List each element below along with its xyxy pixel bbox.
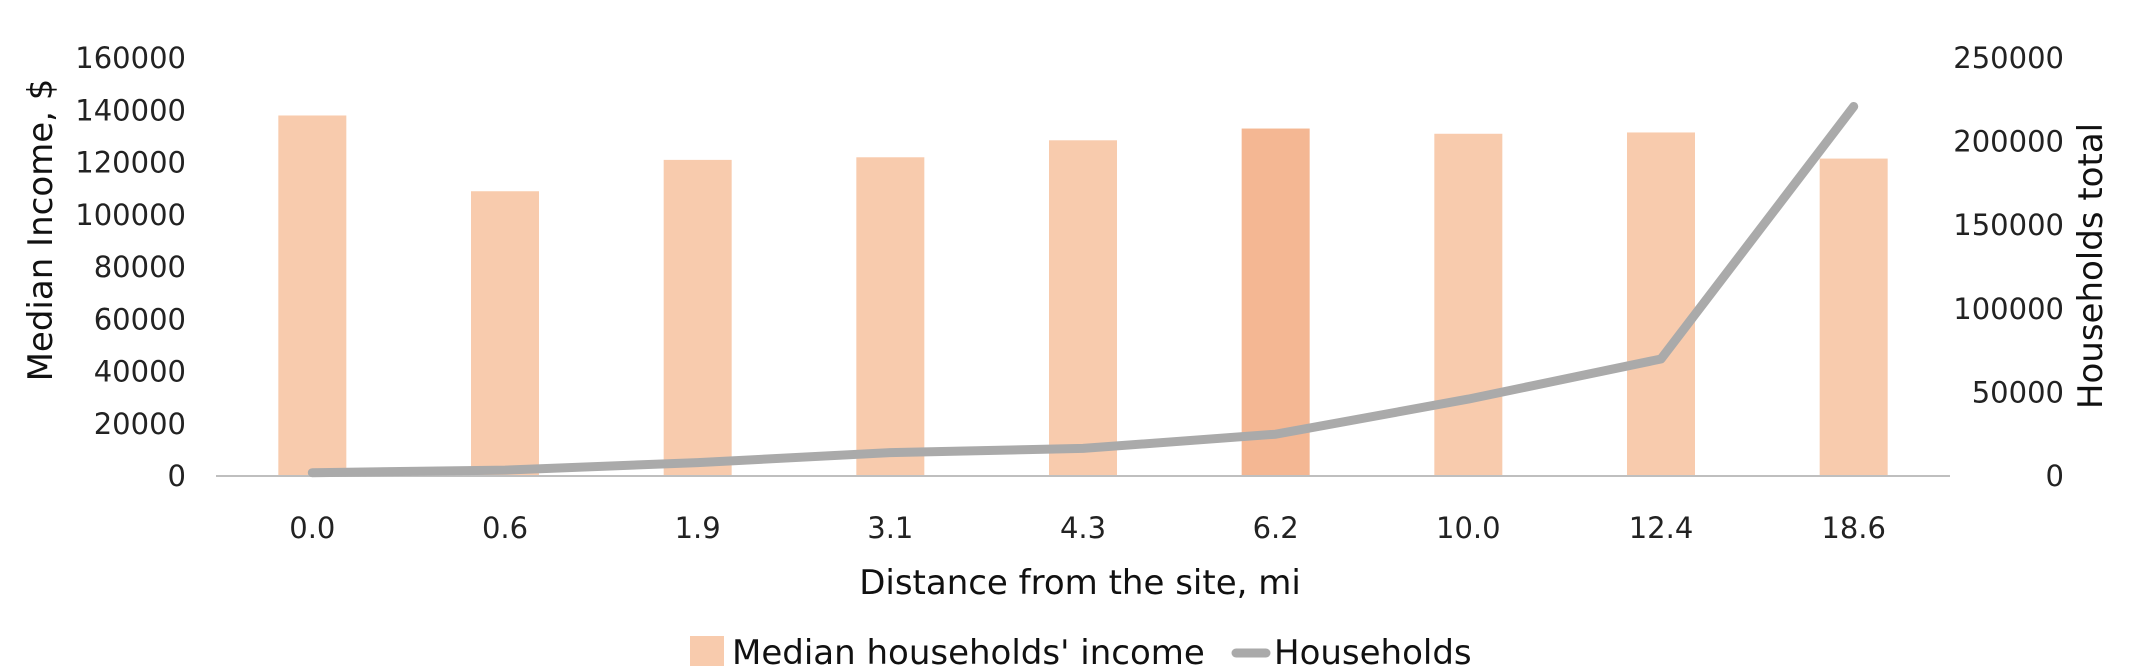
income-bars bbox=[278, 115, 1888, 477]
x-tick-label: 6.2 bbox=[1253, 511, 1299, 545]
x-tick-label: 3.1 bbox=[867, 511, 913, 545]
x-tick-label: 4.3 bbox=[1060, 511, 1106, 545]
y2-tick-label: 0 bbox=[2046, 459, 2064, 493]
y2-tick-label: 150000 bbox=[1953, 208, 2064, 242]
y2-tick-label: 50000 bbox=[1972, 375, 2064, 409]
bar-3.1 bbox=[856, 157, 925, 476]
x-tick-label: 10.0 bbox=[1436, 511, 1501, 545]
y2-tick-label: 250000 bbox=[1953, 41, 2064, 75]
y-tick-label: 120000 bbox=[75, 146, 186, 180]
bar-4.3 bbox=[1049, 140, 1117, 476]
legend-bar-swatch bbox=[690, 636, 724, 666]
x-tick-label: 18.6 bbox=[1821, 511, 1886, 545]
y-tick-label: 20000 bbox=[94, 407, 186, 441]
y-tick-label: 0 bbox=[168, 459, 186, 493]
y2-tick-label: 200000 bbox=[1953, 125, 2064, 159]
x-tick-label: 0.0 bbox=[289, 511, 335, 545]
x-tick-label: 0.6 bbox=[482, 511, 528, 545]
x-tick-label: 12.4 bbox=[1629, 511, 1694, 545]
bar-0.6 bbox=[471, 191, 539, 477]
y2-tick-label: 100000 bbox=[1953, 292, 2064, 326]
bar-6.2 bbox=[1241, 128, 1310, 476]
right-axis-ticks: 0 50000 100000 150000 200000 250000 bbox=[1953, 41, 2064, 493]
bar-0.0 bbox=[278, 115, 347, 476]
bar-1.9 bbox=[663, 159, 732, 476]
y-tick-label: 100000 bbox=[75, 198, 186, 232]
x-tick-label: 1.9 bbox=[675, 511, 721, 545]
y-axis-title: Median Income, $ bbox=[21, 79, 61, 382]
legend: Median households' income Households bbox=[690, 633, 1472, 666]
households-line bbox=[307, 102, 1859, 478]
left-axis-ticks: 0 20000 40000 60000 80000 100000 120000 140000 1… bbox=[75, 41, 186, 493]
legend-bar-label: Median households' income bbox=[732, 633, 1205, 666]
bar-10.0 bbox=[1434, 133, 1503, 476]
x-axis-title: Distance from the site, mi bbox=[859, 563, 1301, 603]
y-tick-label: 80000 bbox=[94, 250, 186, 284]
bar-18.6 bbox=[1819, 158, 1888, 477]
y-tick-label: 60000 bbox=[94, 302, 186, 336]
bar-12.4 bbox=[1627, 132, 1695, 477]
x-axis-ticks: 0.0 0.6 1.9 3.1 4.3 6.2 10.0 12.4 18.6 bbox=[289, 511, 1886, 545]
y-tick-label: 160000 bbox=[75, 41, 186, 75]
legend-line-label: Households bbox=[1274, 633, 1472, 666]
y2-axis-title: Households total bbox=[2071, 123, 2111, 409]
y-tick-label: 140000 bbox=[75, 93, 186, 127]
y-tick-label: 40000 bbox=[94, 355, 186, 389]
